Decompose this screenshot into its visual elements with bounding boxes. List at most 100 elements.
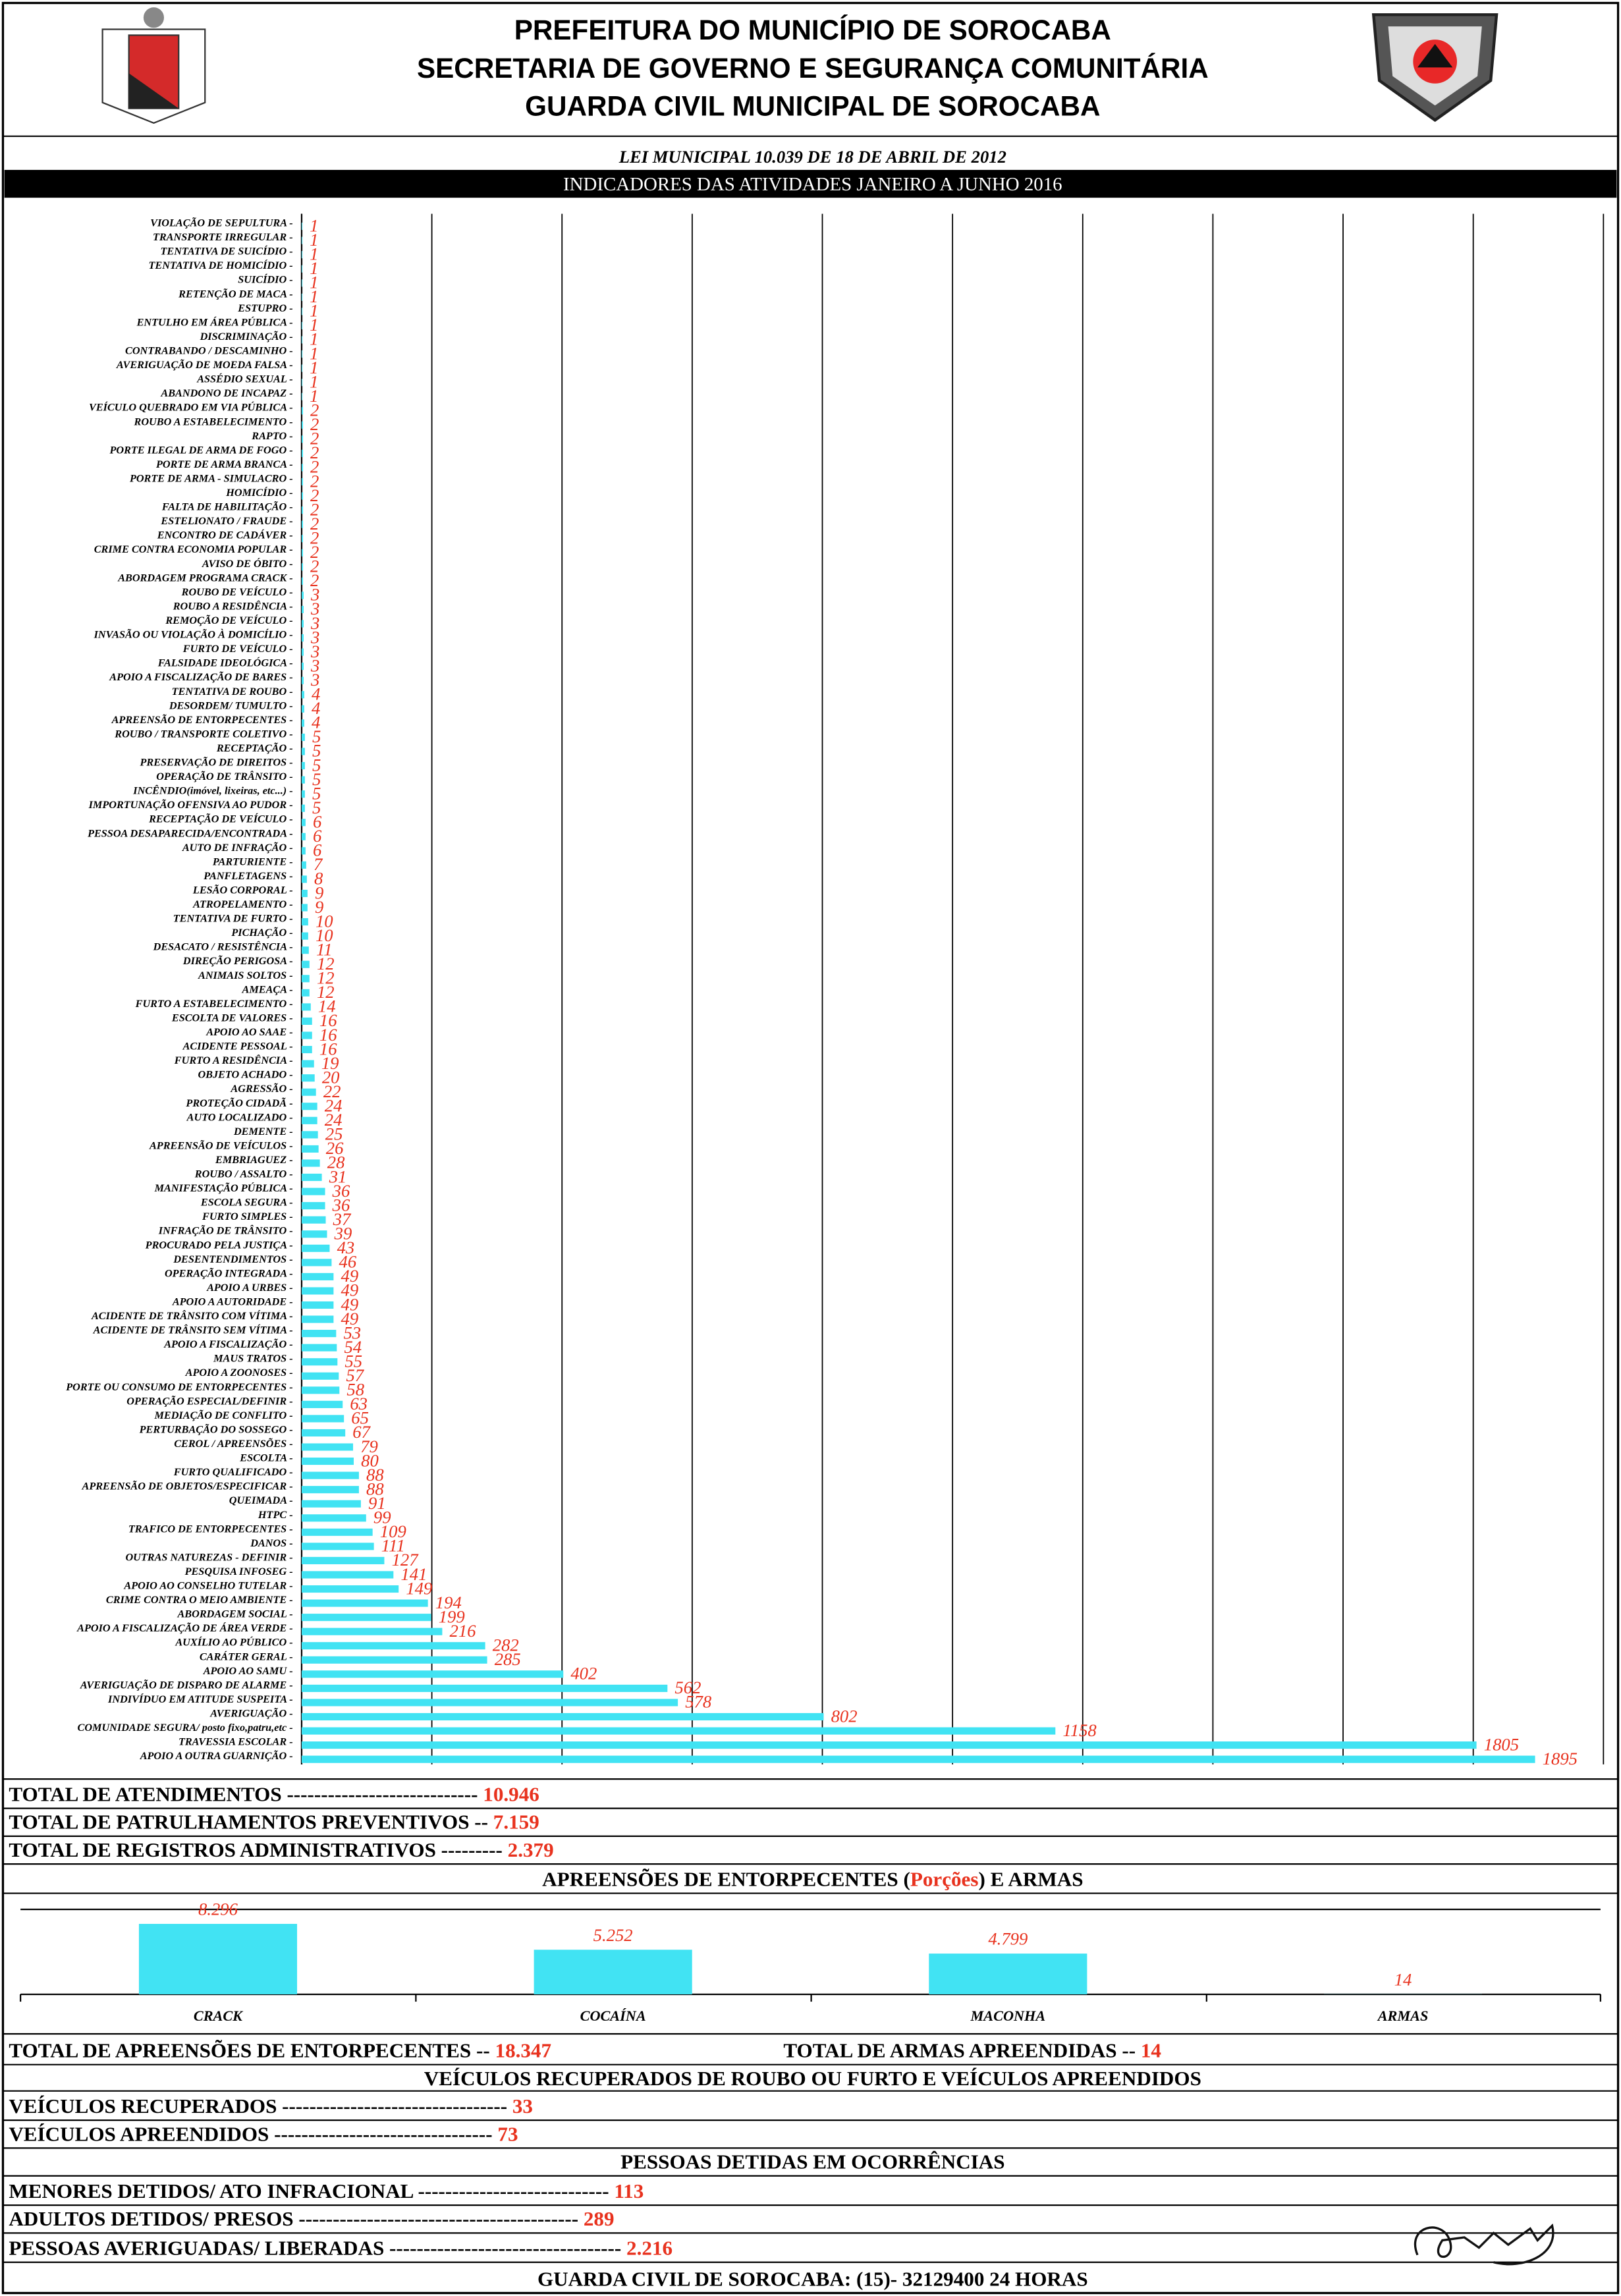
category-label: TENTATIVA DE ROUBO - — [172, 686, 293, 697]
value-label: 2 — [310, 528, 319, 547]
bar — [301, 1599, 428, 1607]
summary-row: TOTAL DE ATENDIMENTOS ------------------… — [9, 1783, 539, 1806]
bar — [301, 591, 304, 599]
value-label: 5 — [312, 755, 321, 775]
value-label: 194 — [435, 1593, 462, 1612]
bar — [301, 1017, 312, 1025]
value-label: 37 — [333, 1209, 352, 1229]
value-label: 10 — [316, 925, 333, 945]
value-label: 2 — [310, 457, 319, 477]
value-label: 282 — [493, 1635, 519, 1655]
value-label: 578 — [685, 1692, 712, 1712]
row-value: 33 — [512, 2094, 533, 2118]
row-label: VEÍCULOS RECUPERADOS -------------------… — [9, 2094, 512, 2118]
bar — [301, 1627, 443, 1635]
category-label: ESCOLTA DE VALORES - — [171, 1012, 293, 1024]
category-label: MACONHA — [970, 2008, 1046, 2024]
bar — [301, 748, 305, 755]
category-label: SUICÍDIO - — [238, 273, 292, 286]
bar — [301, 648, 304, 656]
category-label: DESENTENDIMENTOS - — [173, 1253, 292, 1265]
bar — [301, 506, 303, 514]
value-label: 3 — [310, 599, 319, 618]
category-label: DEMENTE - — [233, 1126, 293, 1137]
category-label: ROUBO / TRANSPORTE COLETIVO - — [114, 728, 292, 740]
category-label: APOIO AO SAAE - — [206, 1026, 292, 1038]
category-label: AVERIGUAÇÃO DE DISPARO DE ALARME - — [80, 1678, 293, 1691]
row-value: 289 — [584, 2207, 615, 2230]
bar — [534, 1950, 692, 1994]
bar — [301, 1699, 678, 1707]
category-label: COMUNIDADE SEGURA/ posto fixo,patru,etc … — [78, 1722, 293, 1734]
value-label: 5 — [312, 783, 321, 803]
bar — [929, 1954, 1087, 1994]
category-label: FALSIDADE IDEOLÓGICA - — [157, 657, 293, 669]
row-label: TOTAL DE ATENDIMENTOS ------------------… — [9, 1783, 483, 1806]
value-label: 31 — [329, 1166, 347, 1186]
value-label: 39 — [334, 1224, 352, 1244]
bar — [301, 464, 303, 472]
value-label: 19 — [321, 1053, 339, 1073]
category-label: RECEPTAÇÃO - — [216, 742, 293, 754]
row-value: 14 — [1141, 2039, 1161, 2062]
value-label: 562 — [674, 1678, 701, 1697]
value-label: 88 — [366, 1465, 384, 1485]
bar — [301, 1188, 325, 1195]
value-label: 2 — [310, 514, 319, 533]
value-label: 1805 — [1484, 1734, 1519, 1754]
category-label: MEDIAÇÃO DE CONFLITO - — [153, 1409, 292, 1421]
value-label: 1 — [310, 386, 318, 406]
bar — [301, 478, 303, 486]
bar — [301, 1031, 312, 1039]
row-value: 7.159 — [493, 1811, 539, 1834]
value-label: 58 — [346, 1380, 364, 1400]
category-label: CONTRABANDO / DESCAMINHO - — [125, 345, 293, 357]
value-label: 6 — [313, 840, 322, 860]
bar — [301, 691, 304, 699]
bar — [301, 790, 305, 798]
bar — [301, 1656, 487, 1664]
category-label: PROTEÇÃO CIDADÃ - — [185, 1097, 292, 1109]
category-label: APOIO AO SAMU - — [203, 1665, 293, 1677]
category-label: APREENSÃO DE VEÍCULOS - — [149, 1139, 293, 1151]
row-label: ADULTOS DETIDOS/ PRESOS ----------------… — [9, 2207, 584, 2230]
value-label: 802 — [831, 1706, 858, 1726]
bar — [301, 1528, 373, 1536]
value-label: 99 — [373, 1508, 391, 1527]
bar — [301, 535, 303, 543]
category-label: PERTURBAÇÃO DO SOSSEGO - — [139, 1423, 293, 1435]
bar — [301, 776, 305, 784]
value-label: 5 — [312, 769, 321, 789]
value-label: 49 — [341, 1309, 359, 1328]
value-label: 16 — [319, 1039, 337, 1058]
value-label: 109 — [380, 1521, 406, 1541]
bar — [301, 1344, 337, 1352]
value-label: 49 — [341, 1294, 359, 1314]
summary-row: PESSOAS AVERIGUADAS/ LIBERADAS ---------… — [9, 2237, 673, 2260]
value-label: 43 — [337, 1238, 355, 1257]
summary-row: TOTAL DE ARMAS APREENDIDAS -- 14 — [783, 2039, 1161, 2062]
category-label: PORTE DE ARMA - SIMULACRO - — [129, 472, 293, 484]
value-label: 1 — [310, 273, 318, 292]
dividers — [3, 1807, 1618, 2263]
value-label: 12 — [317, 954, 335, 973]
bar — [301, 1471, 359, 1479]
bar — [301, 1145, 319, 1153]
bar — [301, 1514, 366, 1522]
bar — [301, 520, 303, 528]
category-label: OBJETO ACHADO - — [198, 1069, 292, 1081]
value-label: 10 — [316, 911, 333, 931]
bar — [301, 1684, 668, 1692]
value-label: 141 — [400, 1564, 427, 1584]
category-label: INFRAÇÃO DE TRÂNSITO - — [158, 1224, 293, 1237]
category-label: INVASÃO OU VIOLAÇÃO À DOMICÍLIO - — [94, 628, 293, 641]
category-label: TENTATIVA DE HOMICÍDIO - — [148, 259, 292, 271]
value-label: 216 — [450, 1621, 477, 1641]
category-label: TRAFICO DE ENTORPECENTES - — [128, 1523, 293, 1535]
bar — [301, 1315, 334, 1323]
category-label: OUTRAS NATUREZAS - DEFINIR - — [125, 1551, 292, 1563]
category-label: ESTELIONATO / FRAUDE - — [160, 515, 292, 527]
category-label: RETENÇÃO DE MACA - — [178, 287, 293, 300]
value-label: 149 — [406, 1578, 432, 1598]
